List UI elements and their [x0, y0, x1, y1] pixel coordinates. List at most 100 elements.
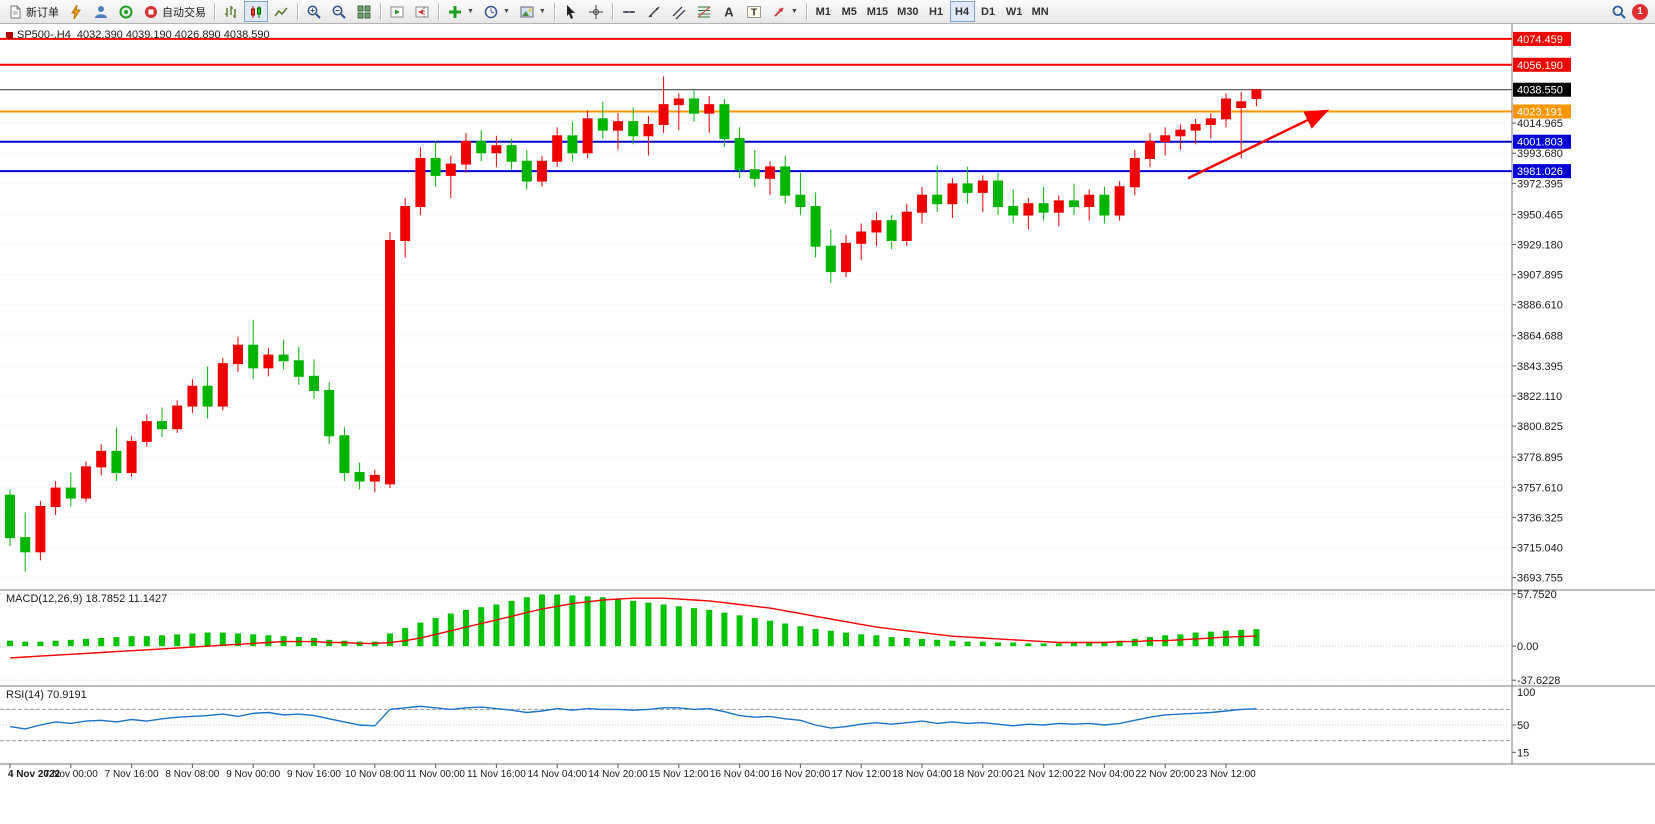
text-button[interactable]: A [717, 1, 741, 22]
svg-text:10 Nov 08:00: 10 Nov 08:00 [345, 769, 405, 780]
candle [1160, 135, 1171, 142]
macd-histogram-bar [523, 597, 530, 647]
macd-histogram-bar [919, 638, 925, 647]
price-tag [1513, 57, 1571, 72]
support-icon-button[interactable] [114, 1, 138, 22]
timeframe-mn-button[interactable]: MN [1028, 1, 1053, 22]
search-button[interactable] [1607, 1, 1631, 22]
toolbar-separator [297, 2, 298, 21]
chevron-down-icon: ▼ [502, 8, 510, 15]
timeframe-w1-button[interactable]: W1 [1002, 1, 1027, 22]
timeframe-m1-button[interactable]: M1 [811, 1, 836, 22]
macd-histogram-bar [1040, 643, 1047, 647]
channel-button[interactable] [667, 1, 691, 22]
zoom-in-button[interactable] [302, 1, 326, 22]
macd-histogram-bar [736, 615, 743, 647]
trendline-button[interactable] [642, 1, 666, 22]
text-label-button[interactable]: T [742, 1, 766, 22]
bar-chart-button[interactable] [219, 1, 243, 22]
macd-histogram-bar [22, 641, 29, 647]
svg-text:3929.180: 3929.180 [1517, 239, 1563, 251]
candle [628, 121, 639, 137]
svg-text:3886.610: 3886.610 [1517, 300, 1563, 312]
candle [689, 98, 699, 114]
svg-text:14 Nov 20:00: 14 Nov 20:00 [588, 769, 648, 780]
candle [871, 220, 882, 233]
timeframe-m5-button[interactable]: M5 [837, 1, 862, 22]
price-tags: 4074.459 4056.190 4038.550 4023.191 4001.803… [1513, 31, 1571, 179]
candle [613, 121, 623, 131]
cursor-button[interactable] [559, 1, 583, 22]
candle [765, 166, 775, 179]
timeframe-m15-button[interactable]: M15 [863, 1, 892, 22]
svg-text:18 Nov 20:00: 18 Nov 20:00 [953, 769, 1013, 780]
new-order-label: 新订单 [26, 6, 59, 19]
svg-text:4023.191: 4023.191 [1517, 106, 1563, 118]
grid-lines [0, 122, 1512, 579]
svg-text:3972.395: 3972.395 [1517, 178, 1563, 190]
svg-text:4056.190: 4056.190 [1517, 60, 1563, 72]
macd-histogram-bar [67, 639, 74, 647]
candle [1038, 203, 1049, 213]
macd-histogram-bar [584, 596, 591, 647]
toolbar-separator [438, 2, 439, 21]
tile-windows-icon [357, 5, 371, 18]
timeframe-d1-button[interactable]: D1 [976, 1, 1001, 22]
profile-icon-button[interactable] [89, 1, 113, 22]
candle [1205, 118, 1216, 125]
horizontal-line-icon [622, 10, 635, 13]
toolbar-separator [380, 2, 381, 21]
macd-histogram-bar [767, 620, 773, 647]
arrow-tool-icon [774, 6, 784, 17]
periods-button[interactable]: ▼ [479, 1, 514, 22]
bar-chart-icon [225, 5, 236, 18]
candle [1114, 186, 1125, 216]
candle [50, 487, 61, 508]
price-tag [1513, 82, 1571, 97]
trendline-icon [648, 5, 660, 18]
new-order-button[interactable]: 新订单 [3, 1, 63, 22]
macd-histogram-bar [660, 604, 667, 647]
chevron-down-icon: ▼ [467, 8, 474, 15]
templates-button[interactable]: ▼ [515, 1, 550, 22]
horizontal-line-button[interactable] [617, 1, 641, 22]
candlestick-chart-icon [251, 5, 261, 18]
auto-scroll-button[interactable] [385, 1, 409, 22]
svg-text:3993.680: 3993.680 [1517, 148, 1563, 160]
candle [293, 360, 304, 377]
tile-windows-button[interactable] [352, 1, 376, 22]
auto-trading-button[interactable]: 自动交易 [139, 1, 210, 22]
macd-histogram-bar [979, 641, 986, 647]
indicators-button[interactable]: ▼ [443, 1, 478, 22]
chart-area[interactable]: 4014.965 3993.680 3972.395 3950.465 3929.180… [0, 24, 1655, 780]
lightning-icon-button[interactable] [64, 1, 88, 22]
line-chart-button[interactable] [269, 1, 293, 22]
svg-text:3715.040: 3715.040 [1517, 542, 1563, 554]
chart-shift-button[interactable] [410, 1, 434, 22]
zoom-out-button[interactable] [327, 1, 351, 22]
candle [461, 140, 471, 165]
candle [1069, 200, 1079, 208]
panel-separators [0, 24, 1655, 765]
fibonacci-button[interactable] [692, 1, 716, 22]
svg-text:3778.895: 3778.895 [1517, 452, 1563, 464]
macd-histogram-bar [843, 632, 849, 647]
macd-histogram-bar [1131, 638, 1138, 647]
timeframe-m30-button[interactable]: M30 [893, 1, 922, 22]
notification-badge[interactable]: 1 [1632, 3, 1648, 20]
macd-histogram-bar [250, 634, 257, 647]
symbol-marker-icon [6, 31, 13, 39]
macd-histogram-bar [721, 612, 728, 647]
crosshair-button[interactable] [584, 1, 608, 22]
macd-histogram-bar [265, 635, 272, 647]
svg-text:8 Nov 08:00: 8 Nov 08:00 [165, 769, 219, 780]
candle [597, 118, 608, 131]
svg-text:14 Nov 04:00: 14 Nov 04:00 [527, 769, 587, 780]
timeframe-h4-button[interactable]: H4 [949, 1, 975, 22]
arrow-tools-button[interactable]: ▼ [767, 1, 802, 22]
candlestick-chart-button[interactable] [244, 1, 268, 22]
candle [1145, 140, 1155, 159]
timeframe-h1-button[interactable]: H1 [924, 1, 949, 22]
macd-histogram-bar [599, 597, 606, 647]
macd-histogram-bar [1253, 629, 1260, 647]
